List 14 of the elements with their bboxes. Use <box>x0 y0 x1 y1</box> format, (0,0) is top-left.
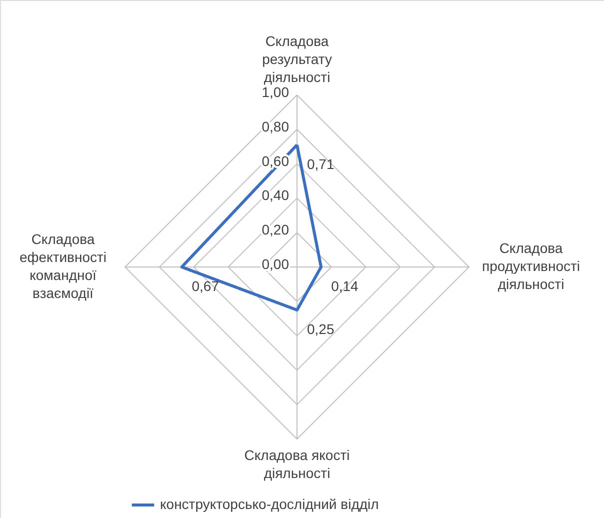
y-tick-label: 0,00 <box>262 256 290 272</box>
data-label: 0,71 <box>307 156 334 172</box>
spoke-label: Складова якості діяльності <box>244 447 350 481</box>
spoke-label: Складова результату діяльності <box>262 33 332 85</box>
y-tick-label: 0,80 <box>262 118 290 134</box>
data-label: 0,25 <box>307 321 334 337</box>
legend-label: конструкторсько-дослідний відділ <box>160 496 379 512</box>
y-tick-label: 0,20 <box>262 222 290 238</box>
y-tick-label: 0,40 <box>262 187 290 204</box>
spoke-label: Складова ефективності командної взаємодії <box>19 231 107 301</box>
spoke-label: Складова продуктивності діяльності <box>482 240 580 292</box>
data-label: 0,67 <box>192 278 220 294</box>
y-tick-label: 1,00 <box>262 84 290 100</box>
data-label: 0,14 <box>331 278 359 294</box>
